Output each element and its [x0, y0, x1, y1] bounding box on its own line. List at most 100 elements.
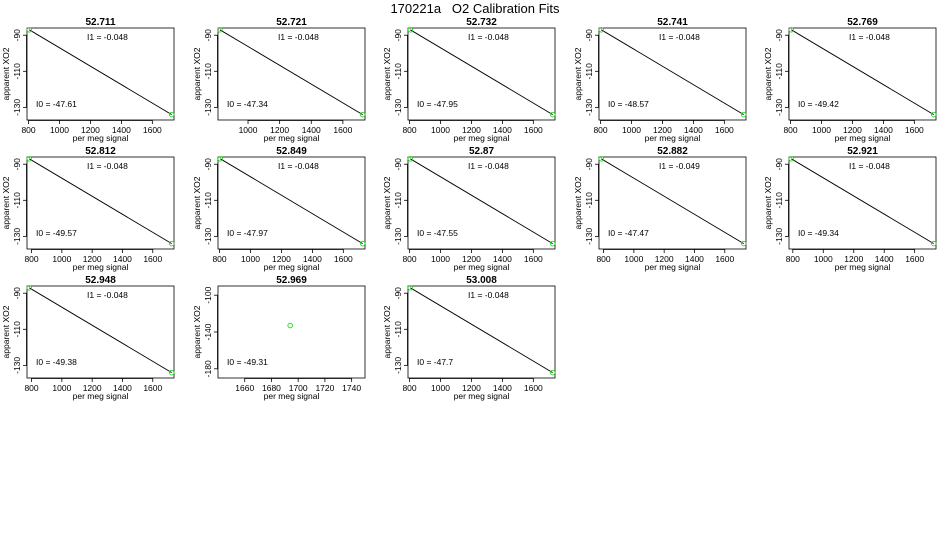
y-axis-label: apparent XO2 [1, 176, 11, 229]
plot-frame [26, 285, 175, 379]
x-tick-label: 1000 [624, 254, 643, 264]
slope-annotation: I1 = -0.048 [849, 161, 890, 171]
y-tick-label: -110 [393, 192, 403, 209]
x-tick-label: 1600 [143, 254, 162, 264]
y-tick-label: -130 [774, 228, 784, 245]
panel-title: 52.769 [847, 17, 878, 28]
x-tick-label: 1660 [235, 383, 254, 393]
data-point [168, 111, 175, 118]
y-tick-label: -90 [774, 158, 784, 171]
y-tick-label: -130 [393, 99, 403, 116]
intercept-annotation: I0 = -47.97 [227, 228, 268, 238]
data-point [407, 285, 414, 291]
x-tick-label: 800 [402, 125, 416, 135]
y-tick-label: -90 [12, 287, 22, 300]
y-axis-label: apparent XO2 [573, 47, 583, 100]
intercept-annotation: I0 = -47.95 [417, 99, 458, 109]
fit-line [29, 287, 172, 373]
y-tick-label: -90 [584, 158, 594, 171]
x-tick-label: 1400 [112, 125, 131, 135]
y-tick-label: -130 [12, 228, 22, 245]
y-tick-label: -130 [12, 99, 22, 116]
y-tick-label: -130 [774, 99, 784, 116]
y-axis-label: apparent XO2 [763, 47, 773, 100]
y-tick-label: -100 [203, 286, 213, 303]
x-tick-label: 1400 [493, 383, 512, 393]
y-tick-label: -90 [12, 29, 22, 42]
x-tick-label: 1000 [431, 125, 450, 135]
x-tick-label: 1680 [262, 383, 281, 393]
data-point [168, 369, 175, 376]
x-tick-label: 1200 [462, 383, 481, 393]
data-point [359, 111, 366, 118]
data-point [26, 156, 33, 162]
slope-annotation: I1 = -0.048 [849, 32, 890, 42]
x-tick-label: 800 [24, 383, 38, 393]
intercept-annotation: I0 = -49.34 [798, 228, 839, 238]
x-tick-label: 1200 [844, 254, 863, 264]
data-point [407, 156, 414, 162]
y-tick-label: -110 [393, 321, 403, 338]
data-point [359, 240, 366, 247]
y-tick-label: -90 [774, 29, 784, 42]
x-tick-label: 800 [596, 254, 610, 264]
data-point [168, 240, 175, 247]
panel-title: 52.741 [657, 17, 688, 28]
intercept-annotation: I0 = -49.38 [36, 357, 77, 367]
x-tick-label: 1200 [462, 125, 481, 135]
intercept-annotation: I0 = -47.7 [417, 357, 453, 367]
data-point [26, 285, 33, 291]
y-axis-label: apparent XO2 [192, 305, 202, 358]
x-tick-label: 1200 [462, 254, 481, 264]
plot-frame [598, 156, 747, 250]
slope-annotation: I1 = -0.048 [278, 161, 319, 171]
data-point [287, 322, 293, 329]
y-tick-label: -90 [584, 29, 594, 42]
x-tick-label: 1600 [715, 125, 734, 135]
calibration-panel: 53.008 800 1000 1200 1400 1600 -90 -110 -130 per … [382, 275, 556, 401]
x-tick-label: 1600 [143, 383, 162, 393]
plot-frame [788, 156, 937, 250]
y-tick-label: -130 [12, 357, 22, 374]
panel-title: 52.711 [85, 17, 115, 28]
fit-line [791, 158, 934, 244]
y-tick-label: -90 [203, 158, 213, 171]
plot-frame [788, 27, 937, 121]
y-tick-label: -90 [12, 158, 22, 171]
y-tick-label: -130 [393, 357, 403, 374]
panel-title: 52.87 [469, 146, 494, 157]
x-tick-label: 1200 [655, 254, 674, 264]
x-tick-label: 1000 [239, 125, 258, 135]
fit-line [29, 158, 172, 244]
y-tick-label: -90 [393, 287, 403, 300]
calibration-panel: 52.969 1660 1680 1700 1720 1740 -100 -140 -180 pe… [192, 275, 366, 401]
slope-annotation: I1 = -0.048 [659, 32, 700, 42]
calibration-panel: 52.732 800 1000 1200 1400 1600 -90 -110 -130 per … [382, 17, 556, 143]
panel-title: 52.849 [276, 146, 307, 157]
x-tick-label: 1600 [334, 254, 353, 264]
x-tick-label: 1400 [113, 254, 132, 264]
calibration-panel: 52.812 800 1000 1200 1400 1600 -90 -110 -130 per … [1, 146, 175, 272]
y-axis-label: apparent XO2 [382, 47, 392, 100]
x-tick-label: 1200 [83, 254, 102, 264]
x-tick-label: 1600 [524, 125, 543, 135]
x-axis-label: per meg signal [454, 262, 510, 272]
slope-annotation: I1 = -0.048 [278, 32, 319, 42]
calibration-panel: 52.882 800 1000 1200 1400 1600 -90 -110 -130 per … [573, 146, 747, 272]
y-tick-label: -90 [393, 158, 403, 171]
y-tick-label: -110 [584, 192, 594, 209]
slope-annotation: I1 = -0.049 [659, 161, 700, 171]
x-axis-label: per meg signal [454, 391, 510, 401]
y-tick-label: -110 [774, 192, 784, 209]
calibration-panel: 52.849 800 1000 1200 1400 1600 -90 -110 -130 per … [192, 146, 366, 272]
x-tick-label: 1000 [52, 254, 71, 264]
y-axis-label: apparent XO2 [192, 47, 202, 100]
x-tick-label: 1200 [83, 383, 102, 393]
x-tick-label: 1000 [431, 383, 450, 393]
x-axis-label: per meg signal [645, 262, 701, 272]
slope-annotation: I1 = -0.048 [468, 161, 509, 171]
plot-frame [217, 27, 366, 121]
calibration-panel: 52.87 800 1000 1200 1400 1600 -90 -110 -130 per m… [382, 146, 556, 272]
x-tick-label: 1000 [812, 125, 831, 135]
